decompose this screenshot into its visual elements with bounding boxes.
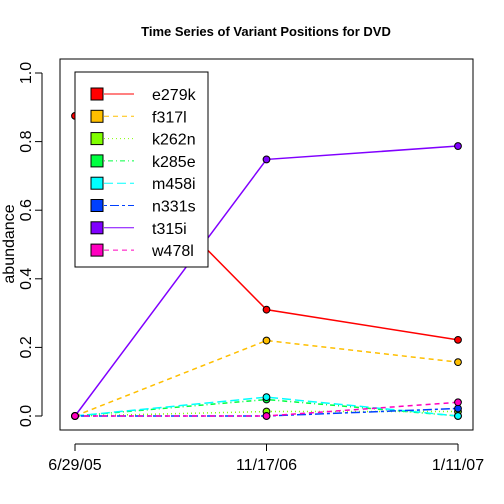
legend-swatch-k285e	[90, 154, 104, 168]
data-point-e279k	[262, 305, 271, 314]
legend-swatch-e279k	[90, 87, 104, 101]
y-tick-label: 0.8	[18, 130, 35, 152]
series-line-f317l	[74, 339, 459, 417]
legend-label-k262n: k262n	[152, 132, 196, 149]
x-axis: 6/29/05 11/17/06 1/11/07	[48, 443, 484, 474]
plot-frame	[59, 58, 474, 431]
legend-label-n331s: n331s	[152, 199, 196, 216]
x-tick-label: 11/17/06	[236, 457, 297, 474]
data-point-t315i	[454, 142, 462, 150]
data-point-m458i	[262, 393, 271, 402]
legend-swatch-f317l	[90, 109, 104, 123]
chart-title: Time Series of Variant Positions for DVD	[141, 24, 391, 39]
data-point-w478l	[71, 412, 79, 420]
data-point-f317l	[262, 336, 271, 345]
legend-label-k285e: k285e	[152, 154, 196, 171]
data-point-w478l	[262, 412, 271, 420]
legend-swatch-n331s	[90, 199, 104, 212]
legend-swatch-t315i	[90, 221, 104, 235]
y-axis-label: abundance	[1, 204, 18, 283]
data-point-f317l	[454, 358, 462, 367]
legend-label-m458i: m458i	[152, 176, 196, 193]
data-point-w478l	[454, 398, 462, 407]
series-points	[71, 111, 462, 420]
y-tick-label: 0.2	[18, 336, 35, 358]
data-point-m458i	[454, 412, 462, 420]
series-line-m458i	[74, 396, 459, 417]
legend-swatch-m458i	[90, 176, 104, 190]
y-tick-label: 0.6	[18, 199, 35, 221]
legend: e279k f317l k262n k285e m458i n331s t315i w478l	[74, 71, 209, 268]
y-tick-label: 1.0	[18, 62, 35, 84]
data-point-e279k	[454, 335, 462, 344]
legend-label-w478l: w478l	[151, 243, 194, 260]
legend-swatch-k262n	[90, 132, 104, 146]
data-point-t315i	[262, 155, 271, 164]
legend-label-f317l: f317l	[152, 109, 187, 126]
x-tick-label: 1/11/07	[432, 457, 484, 474]
legend-label-e279k: e279k	[152, 87, 197, 104]
legend-swatch-w478l	[90, 243, 104, 257]
y-axis: 0.0 0.2 0.4 0.6 0.8 1.0	[18, 62, 43, 427]
x-tick-label: 6/29/05	[48, 457, 101, 474]
y-tick-label: 0.0	[18, 405, 35, 427]
y-tick-label: 0.4	[18, 268, 35, 290]
legend-box	[74, 71, 209, 268]
legend-label-t315i: t315i	[152, 221, 187, 238]
